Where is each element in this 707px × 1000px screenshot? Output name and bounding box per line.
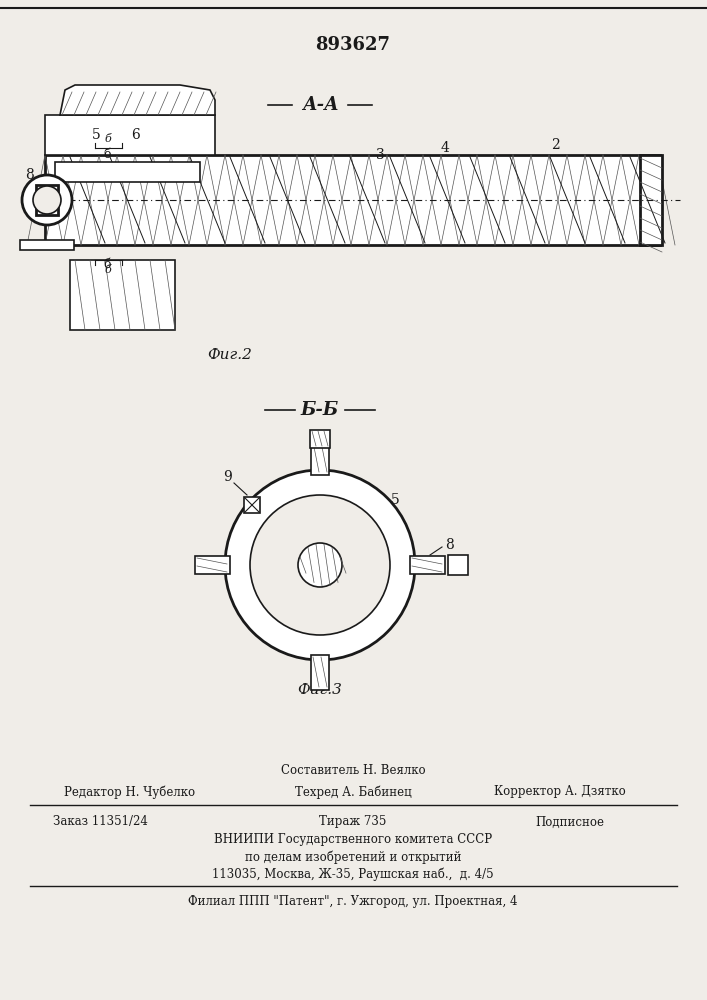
Text: Тираж 735: Тираж 735 — [320, 816, 387, 828]
Text: 2: 2 — [551, 138, 559, 152]
Text: б: б — [103, 258, 111, 271]
Bar — [70, 260, 175, 330]
Circle shape — [33, 186, 61, 214]
Bar — [45, 155, 660, 245]
Text: Корректор А. Дзятко: Корректор А. Дзятко — [494, 786, 626, 798]
Text: 9: 9 — [223, 470, 231, 484]
Bar — [640, 155, 662, 245]
Text: 8: 8 — [445, 538, 455, 552]
Bar — [311, 440, 329, 475]
Text: А-А: А-А — [302, 96, 339, 114]
Text: б: б — [105, 134, 112, 144]
Text: по делам изобретений и открытий: по делам изобретений и открытий — [245, 850, 461, 864]
Text: б: б — [105, 265, 112, 275]
Text: 5: 5 — [391, 493, 399, 507]
Text: Составитель Н. Веялко: Составитель Н. Веялко — [281, 764, 426, 776]
Bar — [311, 655, 329, 690]
Bar — [55, 162, 200, 182]
Bar — [195, 556, 230, 574]
Circle shape — [22, 175, 72, 225]
Text: б: б — [103, 148, 111, 161]
Text: ВНИИПИ Государственного комитета СССР: ВНИИПИ Государственного комитета СССР — [214, 834, 492, 846]
Bar — [310, 430, 330, 448]
Text: 5: 5 — [92, 128, 100, 142]
Text: 4: 4 — [440, 141, 450, 155]
Text: 893627: 893627 — [315, 36, 390, 54]
Text: 8: 8 — [25, 168, 35, 182]
Text: Заказ 11351/24: Заказ 11351/24 — [52, 816, 148, 828]
Text: Фиг.2: Фиг.2 — [208, 348, 252, 362]
Text: 6: 6 — [132, 128, 141, 142]
Circle shape — [250, 495, 390, 635]
Text: 3: 3 — [375, 148, 385, 162]
Bar — [410, 556, 445, 574]
Bar — [448, 555, 468, 575]
Text: Редактор Н. Чубелко: Редактор Н. Чубелко — [64, 785, 196, 799]
Text: Фиг.3: Фиг.3 — [298, 683, 342, 697]
Bar — [45, 115, 215, 155]
Bar — [244, 497, 260, 513]
Text: Подписное: Подписное — [535, 816, 604, 828]
Circle shape — [225, 470, 415, 660]
Text: 113035, Москва, Ж-35, Раушская наб.,  д. 4/5: 113035, Москва, Ж-35, Раушская наб., д. … — [212, 867, 493, 881]
Circle shape — [298, 543, 342, 587]
Bar — [36, 185, 58, 215]
Bar — [20, 240, 74, 250]
Text: Техред А. Бабинец: Техред А. Бабинец — [295, 785, 411, 799]
Text: Филиал ППП "Патент", г. Ужгород, ул. Проектная, 4: Филиал ППП "Патент", г. Ужгород, ул. Про… — [188, 896, 518, 908]
Text: Б-Б: Б-Б — [301, 401, 339, 419]
Polygon shape — [60, 85, 215, 115]
